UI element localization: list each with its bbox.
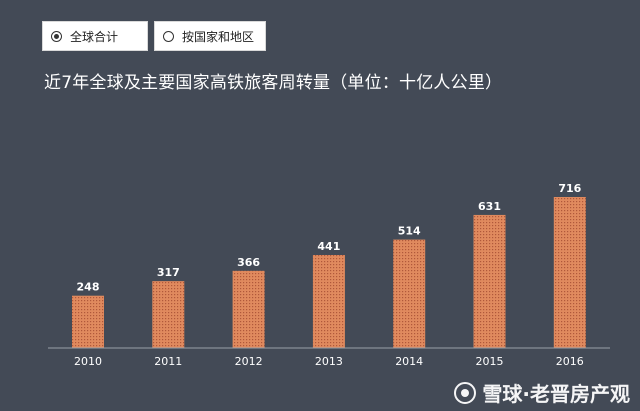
data-label-2016: 716 bbox=[558, 182, 581, 195]
data-label-2010: 248 bbox=[77, 281, 100, 294]
chart-title: 近7年全球及主要国家高铁旅客周转量（单位：十亿人公里） bbox=[44, 73, 503, 93]
x-tick-label-2014: 2014 bbox=[395, 355, 423, 368]
x-tick-label-2013: 2013 bbox=[315, 355, 343, 368]
tab-by-country[interactable]: 按国家和地区 bbox=[154, 21, 266, 51]
data-label-2011: 317 bbox=[157, 266, 180, 279]
x-tick-label-2016: 2016 bbox=[556, 355, 584, 368]
bar-2016[interactable] bbox=[553, 197, 586, 348]
watermark: 雪球·老晋房产观 bbox=[454, 378, 630, 407]
x-tick-label-2015: 2015 bbox=[476, 355, 504, 368]
x-tick-label-2012: 2012 bbox=[235, 355, 263, 368]
data-label-2014: 514 bbox=[398, 225, 421, 238]
tab-by-country-label: 按国家和地区 bbox=[182, 29, 255, 44]
bar-2012[interactable] bbox=[232, 270, 265, 348]
radio-selected-icon bbox=[51, 30, 62, 42]
radio-unselected-icon bbox=[163, 30, 174, 42]
bar-2011[interactable] bbox=[152, 281, 185, 348]
bar-2010[interactable] bbox=[72, 295, 104, 348]
watermark-text: 雪球·老晋房产观 bbox=[482, 382, 630, 406]
bar-2015[interactable] bbox=[473, 214, 506, 348]
view-toggle-group: 全球合计 按国家和地区 bbox=[42, 21, 266, 51]
tab-global-total[interactable]: 全球合计 bbox=[42, 21, 148, 51]
snowball-logo-icon bbox=[454, 381, 477, 404]
bar-2014[interactable] bbox=[393, 239, 426, 348]
x-tick-label-2010: 2010 bbox=[74, 355, 102, 368]
tab-global-total-label: 全球合计 bbox=[70, 29, 119, 44]
bar-2013[interactable] bbox=[312, 254, 345, 348]
data-label-2013: 441 bbox=[317, 240, 340, 253]
data-label-2012: 366 bbox=[237, 256, 260, 269]
x-tick-label-2011: 2011 bbox=[154, 355, 182, 368]
data-label-2015: 631 bbox=[478, 200, 501, 213]
